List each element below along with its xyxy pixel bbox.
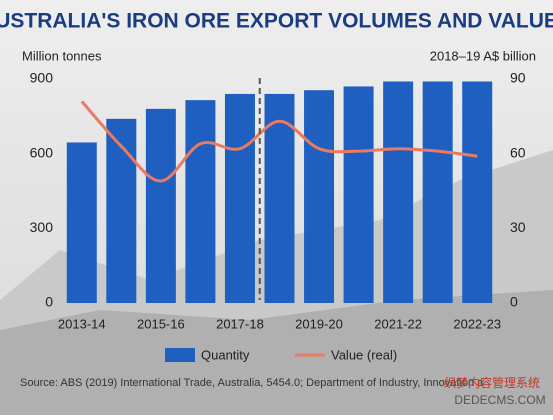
y2-axis-label: 2018–19 A$ billion bbox=[430, 48, 536, 63]
y-axis-label: Million tonnes bbox=[22, 48, 102, 63]
bar bbox=[304, 90, 335, 303]
watermark: DEDECMS.COM bbox=[454, 393, 545, 407]
y2-tick-label: 0 bbox=[510, 294, 518, 310]
terrain bbox=[0, 290, 553, 415]
bar bbox=[145, 108, 176, 303]
y2-tick-label: 30 bbox=[510, 219, 526, 235]
bar bbox=[383, 81, 414, 303]
bar bbox=[224, 93, 255, 303]
bar bbox=[422, 81, 453, 303]
bar bbox=[66, 142, 97, 303]
y-tick-label: 900 bbox=[30, 70, 54, 86]
y2-tick-label: 90 bbox=[510, 70, 526, 86]
y-tick-label: 0 bbox=[45, 294, 53, 310]
y-tick-label: 300 bbox=[30, 219, 54, 235]
x-tick-label: 2015-16 bbox=[137, 316, 185, 331]
chart-title: AUSTRALIA'S IRON ORE EXPORT VOLUMES AND … bbox=[0, 10, 553, 33]
bar bbox=[185, 100, 216, 304]
watermark: 织梦内容管理系统 bbox=[444, 375, 540, 390]
x-tick-label: 2019-20 bbox=[295, 316, 343, 331]
legend-label: Value (real) bbox=[331, 347, 397, 362]
bar bbox=[343, 86, 374, 303]
x-tick-label: 2013-14 bbox=[58, 316, 106, 331]
legend-swatch bbox=[165, 348, 195, 362]
bar bbox=[462, 81, 493, 303]
bar bbox=[264, 93, 295, 303]
x-tick-label: 2022-23 bbox=[453, 316, 501, 331]
x-tick-label: 2021-22 bbox=[374, 316, 422, 331]
y-tick-label: 600 bbox=[30, 144, 54, 160]
legend-label: Quantity bbox=[201, 347, 250, 362]
x-tick-label: 2017-18 bbox=[216, 316, 264, 331]
bar bbox=[106, 118, 137, 303]
value-line bbox=[80, 100, 478, 183]
source-note: Source: ABS (2019) International Trade, … bbox=[20, 377, 484, 389]
y2-tick-label: 60 bbox=[510, 144, 526, 160]
